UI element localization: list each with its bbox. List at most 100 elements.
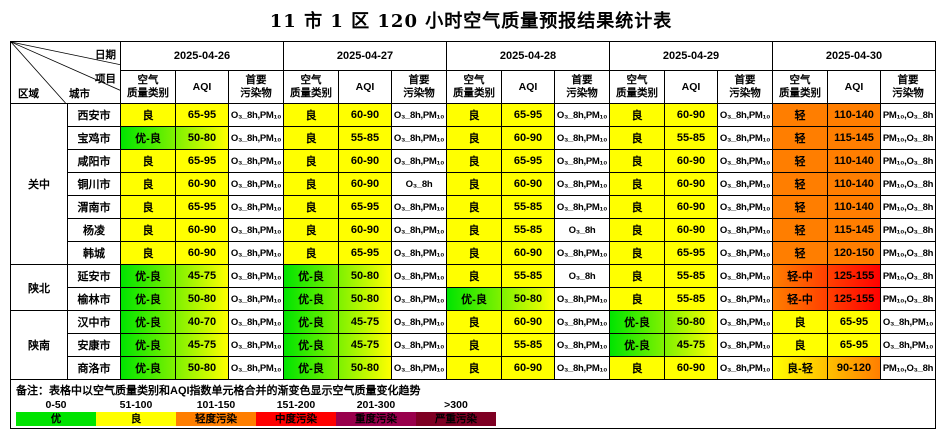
pollutant-cell: O₃_8h,PM₁₀ bbox=[717, 356, 773, 380]
pollutant-cell: O₃_8h,PM₁₀ bbox=[228, 172, 284, 196]
category-cell: 良 bbox=[609, 126, 665, 150]
category-cell: 良 bbox=[446, 103, 502, 127]
aqi-cell: 60-90 bbox=[338, 218, 392, 242]
pollutant-cell: O₃_8h,PM₁₀ bbox=[717, 149, 773, 173]
category-cell: 良 bbox=[772, 310, 828, 334]
legend-segment-严重污染: 严重污染 bbox=[416, 412, 496, 426]
table-row-西安市: 关中 西安市良 65-95 O₃_8h,PM₁₀ 良 60-90 O₃_8h,PM₁₀ 良 65… bbox=[10, 103, 936, 265]
city-cell-榆林市: 榆林市 bbox=[67, 287, 121, 311]
legend-segment-轻度污染: 轻度污染 bbox=[176, 412, 256, 426]
category-column-header: 空气 质量类别 bbox=[609, 70, 665, 104]
category-cell: 优-良 bbox=[120, 356, 176, 380]
city-cell-渭南市: 渭南市 bbox=[67, 195, 121, 219]
pollutant-cell: PM₁₀,O₃_8h bbox=[880, 195, 936, 219]
aqi-cell: 60-90 bbox=[664, 103, 718, 127]
region-cell-陕南: 陕南 bbox=[10, 310, 68, 380]
pollutant-cell: O₃_8h bbox=[391, 172, 447, 196]
aqi-cell: 110-140 bbox=[827, 195, 881, 219]
legend-segment-优: 优 bbox=[16, 412, 96, 426]
aqi-cell: 50-80 bbox=[338, 356, 392, 380]
pollutant-cell: O₃_8h,PM₁₀ bbox=[228, 149, 284, 173]
corner-region-label: 区域 bbox=[18, 87, 39, 100]
aqi-cell: 55-85 bbox=[501, 333, 555, 357]
pollutant-cell: O₃_8h,PM₁₀ bbox=[228, 310, 284, 334]
aqi-column-header: AQI bbox=[501, 70, 555, 104]
category-cell: 轻 bbox=[772, 195, 828, 219]
table-row-延安市: 陕北 延安市 优-良 45-75 O₃_8h,PM₁₀ 优-良 50-80 O₃_8h,PM₁… bbox=[10, 264, 936, 311]
category-cell: 良 bbox=[446, 195, 502, 219]
pollutant-cell: O₃_8h bbox=[554, 218, 610, 242]
pollutant-cell: O₃_8h,PM₁₀ bbox=[717, 195, 773, 219]
city-cell-西安市: 西安市 bbox=[67, 103, 121, 127]
pollutant-cell: PM₁₀,O₃_8h bbox=[880, 172, 936, 196]
category-cell: 优-良 bbox=[283, 310, 339, 334]
table-row-安康市: 安康市 优-良 45-75 O₃_8h,PM₁₀ 优-良 45-75 O₃_8h,PM₁₀ 良… bbox=[11, 333, 936, 357]
corner-cell: 日期 项目 区域 城市 bbox=[10, 41, 121, 104]
category-cell: 良 bbox=[283, 172, 339, 196]
category-cell: 良 bbox=[609, 218, 665, 242]
pollutant-cell: O₃_8h,PM₁₀ bbox=[391, 149, 447, 173]
aqi-cell: 50-80 bbox=[175, 126, 229, 150]
city-cell-宝鸡市: 宝鸡市 bbox=[67, 126, 121, 150]
aqi-cell: 50-80 bbox=[501, 287, 555, 311]
category-cell: 轻-中 bbox=[772, 264, 828, 288]
aqi-cell: 120-150 bbox=[827, 241, 881, 265]
category-cell: 良 bbox=[446, 218, 502, 242]
pollutant-column-header: 首要 污染物 bbox=[554, 70, 610, 104]
air-quality-forecast-report: 11 市 1 区 120 小时空气质量预报结果统计表 日期 项目 bbox=[0, 7, 942, 429]
city-cell-杨凌: 杨凌 bbox=[67, 218, 121, 242]
legend-range-201-300: 201-300 bbox=[356, 399, 396, 411]
forecast-table: 日期 项目 区域 城市 2025-04-26 2025-04-27 2025-04-… bbox=[10, 41, 936, 429]
pollutant-cell: O₃_8h,PM₁₀ bbox=[391, 126, 447, 150]
pollutant-cell: O₃_8h,PM₁₀ bbox=[554, 241, 610, 265]
aqi-cell: 60-90 bbox=[175, 218, 229, 242]
table-row-铜川市: 铜川市良 60-90 O₃_8h,PM₁₀ 良 60-90 O₃_8h 良 60-90 O₃_8… bbox=[11, 172, 936, 196]
aqi-cell: 65-95 bbox=[338, 195, 392, 219]
pollutant-cell: O₃_8h,PM₁₀ bbox=[717, 264, 773, 288]
pollutant-cell: O₃_8h,PM₁₀ bbox=[717, 218, 773, 242]
category-cell: 良 bbox=[609, 241, 665, 265]
category-cell: 优-良 bbox=[120, 264, 176, 288]
date-header-2025-04-27: 2025-04-27 bbox=[283, 41, 447, 71]
aqi-cell: 65-95 bbox=[175, 149, 229, 173]
category-cell: 良 bbox=[446, 356, 502, 380]
category-cell: 良 bbox=[609, 356, 665, 380]
date-header-2025-04-28: 2025-04-28 bbox=[446, 41, 610, 71]
aqi-cell: 45-75 bbox=[175, 333, 229, 357]
pollutant-cell: O₃_8h,PM₁₀ bbox=[554, 126, 610, 150]
pollutant-cell: PM₁₀,O₃_8h bbox=[880, 241, 936, 265]
aqi-cell: 65-95 bbox=[338, 241, 392, 265]
date-header-2025-04-29: 2025-04-29 bbox=[609, 41, 773, 71]
aqi-cell: 60-90 bbox=[501, 356, 555, 380]
aqi-cell: 60-90 bbox=[175, 172, 229, 196]
aqi-cell: 60-90 bbox=[338, 149, 392, 173]
category-cell: 优-良 bbox=[283, 333, 339, 357]
aqi-cell: 60-90 bbox=[338, 103, 392, 127]
aqi-cell: 45-75 bbox=[175, 264, 229, 288]
category-cell: 轻 bbox=[772, 149, 828, 173]
category-cell: 优-良 bbox=[120, 287, 176, 311]
table-body: 关中 西安市良 65-95 O₃_8h,PM₁₀ 良 60-90 O₃_8h,PM₁₀ 良 65… bbox=[10, 103, 936, 380]
legend-range-51-100: 51-100 bbox=[119, 399, 153, 411]
corner-date-label: 日期 bbox=[95, 49, 116, 61]
aqi-cell: 50-80 bbox=[338, 264, 392, 288]
aqi-cell: 60-90 bbox=[338, 172, 392, 196]
pollutant-cell: O₃_8h,PM₁₀ bbox=[391, 333, 447, 357]
category-cell: 轻 bbox=[772, 103, 828, 127]
pollutant-cell: O₃_8h,PM₁₀ bbox=[391, 310, 447, 334]
category-cell: 优-良 bbox=[120, 310, 176, 334]
pollutant-cell: O₃_8h,PM₁₀ bbox=[717, 126, 773, 150]
category-cell: 良 bbox=[120, 241, 176, 265]
pollutant-cell: PM₁₀,O₃_8h bbox=[880, 126, 936, 150]
aqi-cell: 50-80 bbox=[338, 287, 392, 311]
category-cell: 良 bbox=[283, 218, 339, 242]
category-cell: 优-良 bbox=[609, 333, 665, 357]
category-cell: 良 bbox=[120, 149, 176, 173]
pollutant-column-header: 首要 污染物 bbox=[717, 70, 773, 104]
aqi-cell: 110-140 bbox=[827, 172, 881, 196]
aqi-cell: 60-90 bbox=[175, 241, 229, 265]
aqi-cell: 65-95 bbox=[827, 333, 881, 357]
aqi-cell: 125-155 bbox=[827, 264, 881, 288]
corner-diagonal-lines bbox=[11, 42, 120, 103]
aqi-cell: 55-85 bbox=[501, 264, 555, 288]
